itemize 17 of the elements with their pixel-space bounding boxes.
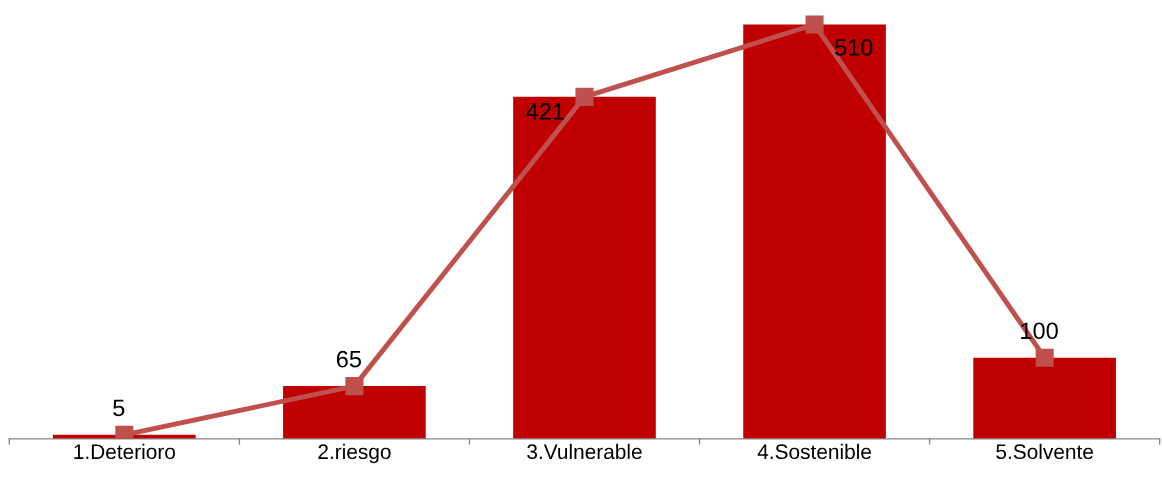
- data-label: 5: [113, 399, 125, 417]
- data-label: 510: [834, 39, 873, 56]
- bar: [743, 24, 886, 439]
- point: [345, 377, 364, 396]
- x-tick-label: 3.Vulnerable: [527, 443, 642, 460]
- x-tick-label: 5.Solvente: [996, 443, 1093, 460]
- x-tick-label: 1.Deterioro: [74, 443, 175, 460]
- bar: [283, 386, 426, 439]
- point: [1035, 348, 1054, 367]
- point: [805, 15, 824, 34]
- point: [575, 87, 594, 106]
- x-tick-label: 2.riesgo: [318, 443, 391, 464]
- data-label: 65: [336, 350, 361, 368]
- data-label: 421: [526, 103, 564, 120]
- bar: [513, 96, 656, 439]
- x-tick-label: 4.Sostenible: [757, 443, 871, 460]
- bar: [973, 357, 1116, 439]
